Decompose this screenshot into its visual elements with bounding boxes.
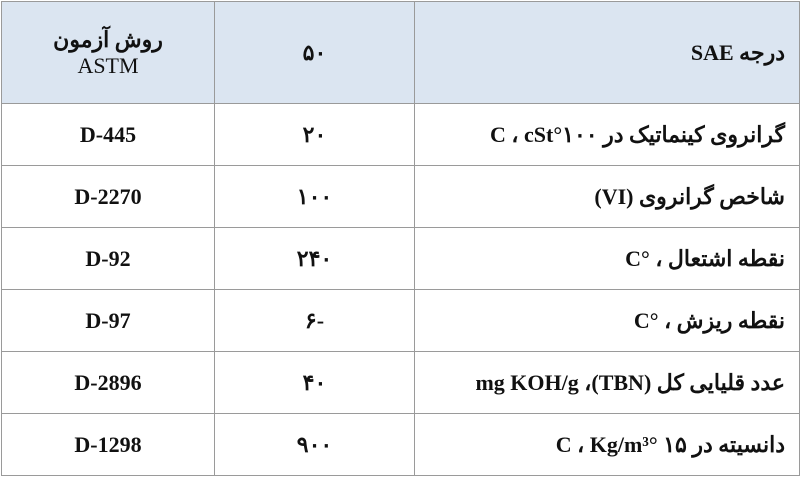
value-cell: ۹۰۰ [214, 413, 415, 476]
property-cell: شاخص گرانروی (VI) [414, 165, 800, 228]
spec-table: درجه SAE ۵۰ روش آزمون ASTM گرانروی کینما… [1, 1, 800, 476]
table-row: نقطه ریزش ، °C -۶ D-97 [1, 289, 800, 352]
method-cell: D-97 [1, 289, 215, 352]
header-property: درجه SAE [414, 1, 800, 104]
property-cell: نقطه اشتعال ، °C [414, 227, 800, 290]
table-body: گرانروی کینماتیک در ۱۰۰°C ، cSt ۲۰ D-445 شا… [1, 103, 800, 476]
value-cell: ۲۰ [214, 103, 415, 166]
method-cell: D-92 [1, 227, 215, 290]
method-cell: D-1298 [1, 413, 215, 476]
value-cell: -۶ [214, 289, 415, 352]
value-cell: ۲۴۰ [214, 227, 415, 290]
header-method: روش آزمون ASTM [1, 1, 215, 104]
table-row: عدد قلیایی کل (TBN)، mg KOH/g ۴۰ D-2896 [1, 351, 800, 414]
table-row: دانسیته در ۱۵ °C ، Kg/m³ ۹۰۰ D-1298 [1, 413, 800, 476]
method-cell: D-2270 [1, 165, 215, 228]
header-method-line: روش آزمون [53, 26, 163, 52]
table-row: نقطه اشتعال ، °C ۲۴۰ D-92 [1, 227, 800, 290]
value-cell: ۴۰ [214, 351, 415, 414]
table-row: گرانروی کینماتیک در ۱۰۰°C ، cSt ۲۰ D-445 [1, 103, 800, 166]
header-method-line: ASTM [77, 52, 139, 78]
property-cell: عدد قلیایی کل (TBN)، mg KOH/g [414, 351, 800, 414]
property-cell: گرانروی کینماتیک در ۱۰۰°C ، cSt [414, 103, 800, 166]
method-cell: D-445 [1, 103, 215, 166]
header-grade: ۵۰ [214, 1, 415, 104]
property-cell: دانسیته در ۱۵ °C ، Kg/m³ [414, 413, 800, 476]
header-row: درجه SAE ۵۰ روش آزمون ASTM [1, 1, 800, 104]
value-cell: ۱۰۰ [214, 165, 415, 228]
method-cell: D-2896 [1, 351, 215, 414]
property-cell: نقطه ریزش ، °C [414, 289, 800, 352]
table-row: شاخص گرانروی (VI) ۱۰۰ D-2270 [1, 165, 800, 228]
